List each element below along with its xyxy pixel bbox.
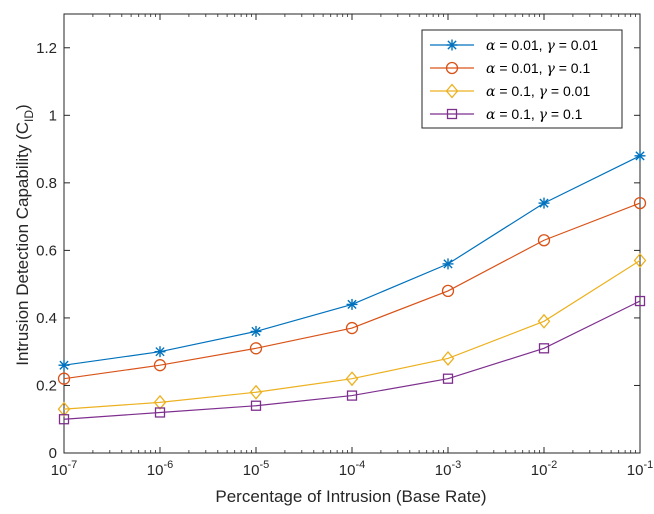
x-tick-label: 10-3	[435, 459, 461, 479]
data-point	[539, 198, 550, 209]
series-line	[64, 261, 640, 410]
y-tick-label: 0	[49, 445, 57, 462]
legend-label: α = 0.01, γ = 0.1	[486, 60, 590, 77]
y-axis-label: Intrusion Detection Capability (CID)	[13, 104, 36, 365]
legend: α = 0.01, γ = 0.01 α = 0.01, γ = 0.1 α = 0…	[422, 30, 622, 128]
series-line	[64, 203, 640, 379]
x-tick-label: 10-4	[339, 459, 365, 479]
y-axis-label-main: Intrusion Detection Capability (C	[13, 122, 32, 366]
series-4	[60, 297, 645, 424]
y-axis-label-close: )	[13, 104, 32, 110]
legend-label: α = 0.1, γ = 0.01	[486, 83, 590, 100]
x-tick-label: 10-1	[627, 459, 653, 479]
legend-label: α = 0.01, γ = 0.01	[486, 37, 598, 54]
x-tick-label: 10-6	[147, 459, 173, 479]
legend-label: α = 0.1, γ = 0.1	[486, 106, 583, 123]
y-tick-label: 0.2	[36, 377, 57, 394]
data-point	[155, 346, 166, 357]
x-tick-label: 10-5	[243, 459, 269, 479]
legend-marker	[447, 40, 458, 51]
x-tick-label: 10-7	[51, 459, 77, 479]
y-tick-label: 0.8	[36, 175, 57, 192]
y-axis-label-sub: ID	[22, 110, 36, 122]
x-tick-label: 10-2	[531, 459, 557, 479]
data-point	[347, 299, 358, 310]
data-point	[59, 360, 70, 371]
series-line	[64, 301, 640, 419]
y-tick-label: 1	[49, 107, 57, 124]
x-axis-label: Percentage of Intrusion (Base Rate)	[215, 487, 486, 506]
data-point	[251, 326, 262, 337]
series-2	[59, 198, 646, 385]
data-point	[635, 150, 646, 161]
y-tick-label: 1.2	[36, 40, 57, 57]
series-1	[59, 150, 646, 370]
plot-area	[59, 150, 646, 423]
data-point	[443, 258, 454, 269]
y-tick-label: 0.6	[36, 242, 57, 259]
y-tick-label: 0.4	[36, 310, 57, 327]
